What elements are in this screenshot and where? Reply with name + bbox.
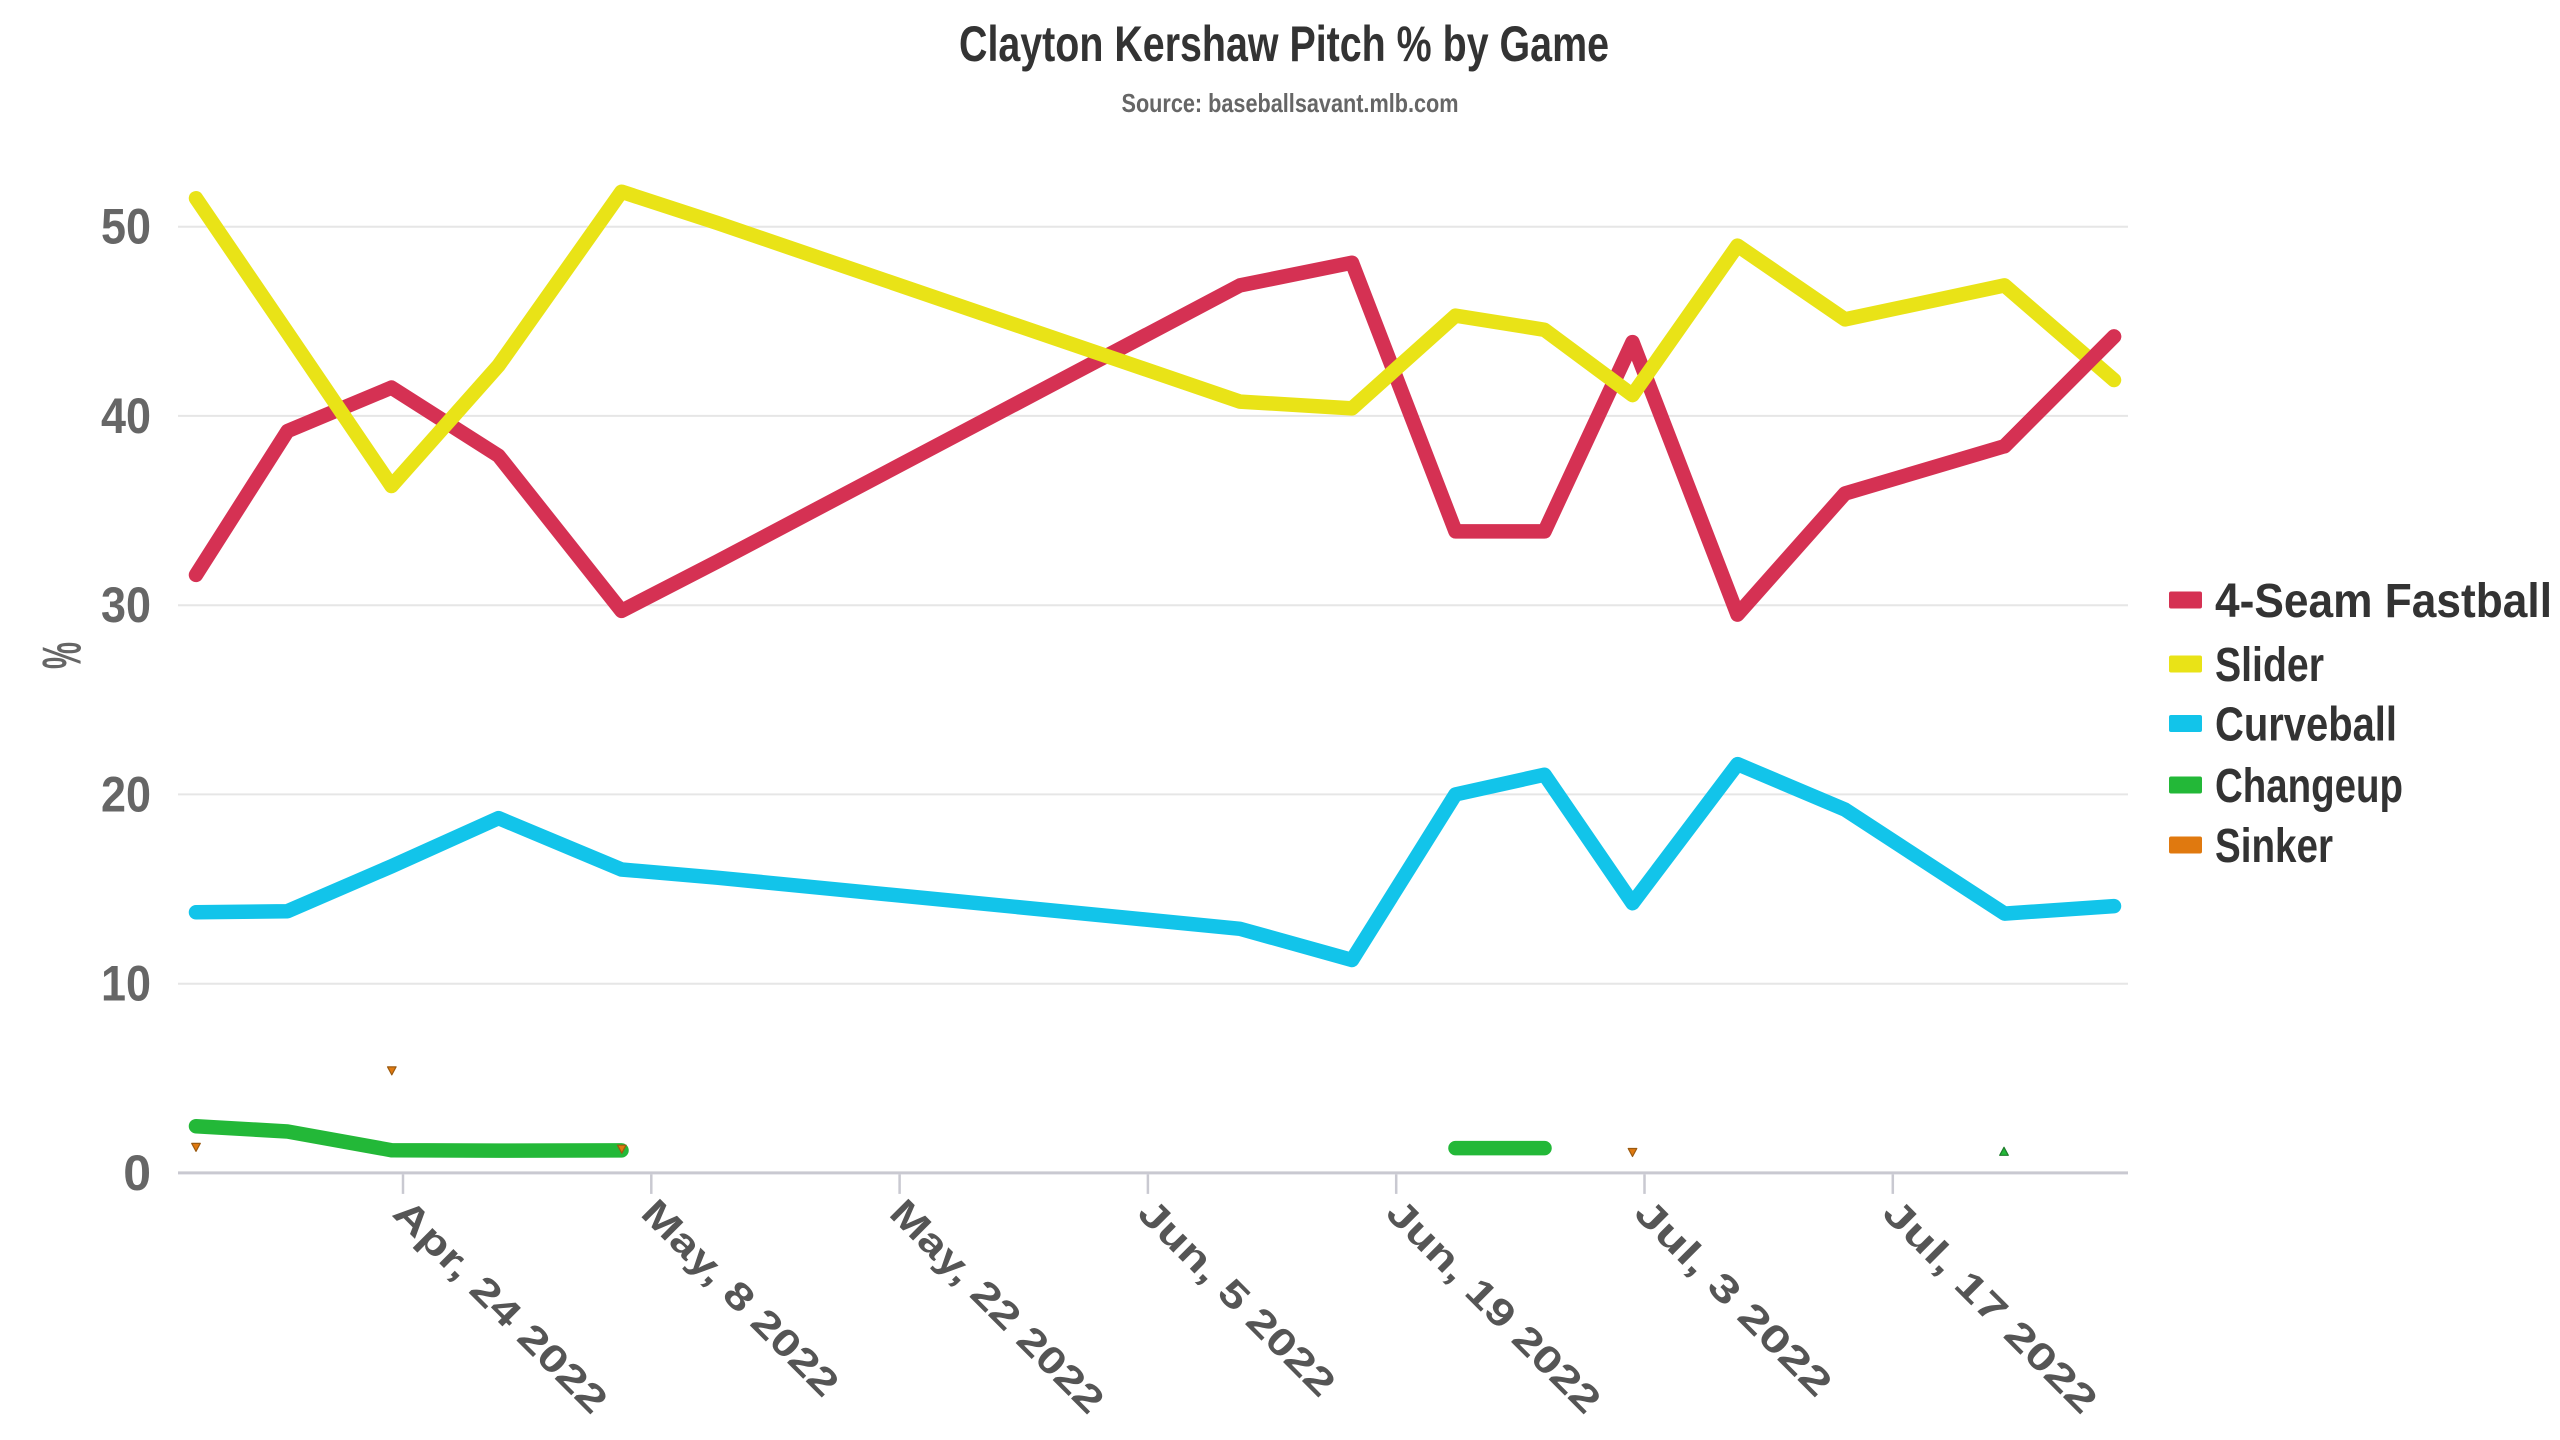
svg-text:Curveball: Curveball	[2215, 699, 2397, 752]
svg-text:50: 50	[101, 199, 151, 255]
svg-text:30: 30	[101, 577, 151, 633]
svg-text:40: 40	[101, 388, 151, 444]
svg-text:%: %	[31, 642, 93, 669]
svg-text:20: 20	[101, 766, 151, 822]
svg-text:Clayton Kershaw Pitch % by Gam: Clayton Kershaw Pitch % by Game	[959, 16, 1609, 72]
svg-text:Changeup: Changeup	[2215, 760, 2403, 813]
svg-text:Source: baseballsavant.mlb.com: Source: baseballsavant.mlb.com	[1122, 88, 1459, 118]
svg-text:Slider: Slider	[2215, 639, 2324, 692]
svg-text:0: 0	[123, 1145, 151, 1201]
svg-text:10: 10	[101, 956, 151, 1012]
svg-text:Sinker: Sinker	[2215, 820, 2333, 873]
svg-text:4-Seam Fastball: 4-Seam Fastball	[2215, 575, 2552, 628]
